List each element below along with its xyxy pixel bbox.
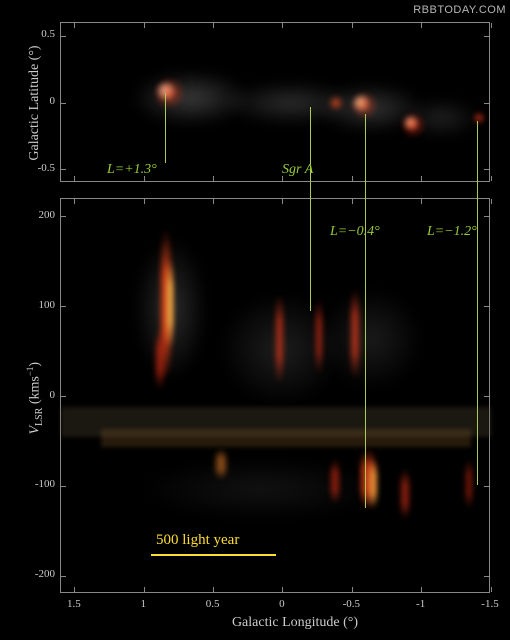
feature-connector-l-minus-1p2 <box>477 121 478 485</box>
xtick-label: -0.5 <box>336 598 366 610</box>
emission-streak <box>369 459 377 509</box>
emission-streak <box>167 259 173 349</box>
scale-bar <box>151 554 276 556</box>
feature-label-l-plus-1p3: L=+1.3° <box>107 162 157 178</box>
feature-connector-sgr-a <box>310 107 311 311</box>
emission-streak <box>466 459 472 509</box>
feature-connector-l-minus-0p4 <box>365 114 366 508</box>
xtick-label: -1 <box>406 598 436 610</box>
xtick-label: 0.5 <box>198 598 228 610</box>
xtick-label: 1.5 <box>59 598 89 610</box>
ytick-label: 100 <box>22 299 55 311</box>
emission-hotspot <box>153 77 185 109</box>
ytick-label: 0.5 <box>30 28 55 40</box>
emission-streak <box>316 299 322 374</box>
feature-label-l-minus-1p2: L=−1.2° <box>427 224 477 240</box>
emission-streak <box>331 459 339 504</box>
ytick-label: -200 <box>22 568 55 580</box>
top-panel <box>60 22 490 182</box>
feature-label-sgr-a: Sgr A <box>282 162 313 178</box>
feature-label-l-minus-0p4: L=−0.4° <box>330 224 380 240</box>
emission-streak <box>216 449 226 479</box>
pv-cloud <box>141 459 381 519</box>
watermark: RBBTODAY.COM <box>413 4 506 16</box>
ytick-label: 0 <box>22 389 55 401</box>
ytick-label: -100 <box>22 478 55 490</box>
emission-streak <box>351 289 359 379</box>
xtick-label: 1 <box>128 598 158 610</box>
emission-streak <box>156 329 164 389</box>
emission-hotspot <box>328 95 344 111</box>
pv-cloud <box>321 289 421 389</box>
scale-bar-label: 500 light year <box>156 532 239 549</box>
ytick-label: 200 <box>22 209 55 221</box>
xtick-label: 0 <box>267 598 297 610</box>
bottom-panel: 500 light year <box>60 198 490 593</box>
feature-connector-l-plus-1p3 <box>165 93 166 163</box>
emission-streak <box>401 469 409 519</box>
ytick-label: 0 <box>30 95 55 107</box>
emission-hotspot <box>472 111 486 125</box>
absorption-band <box>101 429 471 447</box>
ytick-label: -0.5 <box>30 162 55 174</box>
xlabel: Galactic Longitude (°) <box>185 615 405 631</box>
emission-hotspot <box>400 112 426 138</box>
emission-streak <box>276 294 283 384</box>
xtick-label: -1.5 <box>475 598 505 610</box>
emission-hotspot <box>350 91 378 119</box>
